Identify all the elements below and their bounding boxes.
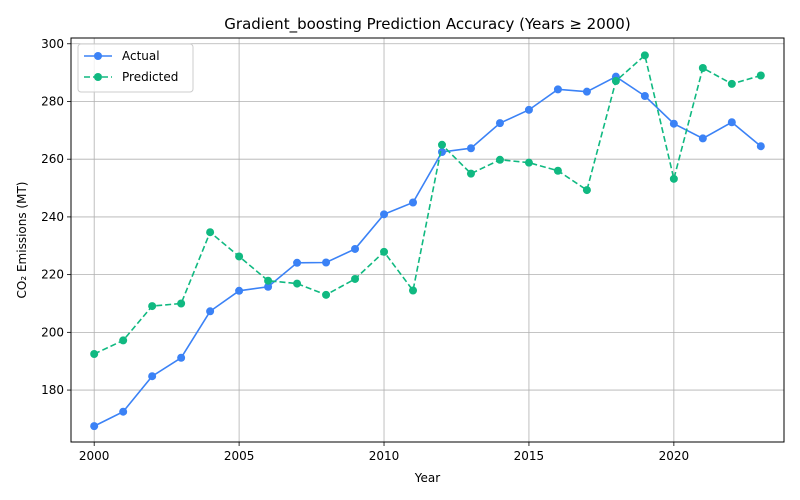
y-tick-label: 180 [41,383,64,397]
data-point-predicted [148,302,157,311]
data-point-actual [90,422,99,431]
y-tick-label: 260 [41,152,64,166]
data-point-predicted [119,336,128,345]
data-point-predicted [640,51,649,60]
x-tick-label: 2020 [659,449,690,463]
data-point-actual [177,353,186,362]
data-point-actual [322,258,331,267]
data-point-predicted [177,299,186,308]
y-axis-label: CO₂ Emissions (MT) [15,182,29,299]
x-tick-label: 2015 [514,449,545,463]
data-point-predicted [206,228,215,237]
data-point-actual [698,134,707,143]
data-point-actual [466,144,475,153]
x-tick-label: 2000 [79,449,110,463]
data-point-actual [119,407,128,416]
data-point-predicted [553,166,562,175]
data-point-actual [495,119,504,128]
y-tick-label: 220 [41,268,64,282]
data-point-actual [669,119,678,128]
data-point-predicted [264,276,273,285]
data-point-predicted [524,158,533,167]
data-point-predicted [756,71,765,80]
data-point-actual [582,87,591,96]
data-point-predicted [727,79,736,88]
axis-ticks: 2000 2005 2010 2015 2020 180 200 220 240 260 280 30… [41,37,689,463]
y-tick-label: 200 [41,325,64,339]
y-tick-label: 240 [41,210,64,224]
data-point-actual [409,198,418,207]
data-point-predicted [235,252,244,261]
grid-lines [71,38,784,442]
legend: Actual Predicted [77,43,194,93]
y-tick-label: 280 [41,94,64,108]
data-point-actual [264,282,273,291]
chart-title: Gradient_boosting Prediction Accuracy (Y… [224,15,630,34]
data-point-predicted [611,76,620,85]
y-tick-label: 300 [41,37,64,51]
data-point-actual [380,210,389,219]
data-point-predicted [669,174,678,183]
data-point-predicted [293,279,302,288]
data-point-actual [351,244,360,253]
legend-label-actual: Actual [122,49,160,63]
data-point-actual [553,85,562,94]
data-point-predicted [698,64,707,73]
legend-marker-actual [94,52,102,60]
data-point-actual [235,286,244,295]
plot-area [70,37,785,443]
data-point-predicted [582,186,591,195]
data-point-predicted [90,349,99,358]
x-axis-label: Year [414,471,440,485]
data-point-predicted [351,274,360,283]
data-point-predicted [437,140,446,149]
data-point-predicted [380,247,389,256]
data-point-actual [727,118,736,127]
data-point-actual [148,372,157,381]
series-line-actual [93,75,762,427]
legend-marker-predicted [94,73,102,81]
data-point-actual [756,142,765,151]
x-tick-label: 2005 [224,449,255,463]
data-point-predicted [322,290,331,299]
data-point-actual [293,258,302,267]
series-line-predicted [93,53,762,355]
data-point-actual [640,92,649,101]
data-point-predicted [409,286,418,295]
data-point-actual [206,307,215,316]
data-point-predicted [495,155,504,164]
data-point-predicted [466,169,475,178]
x-tick-label: 2010 [369,449,400,463]
series-layer [90,51,765,431]
legend-label-predicted: Predicted [122,70,178,84]
data-point-actual [524,105,533,114]
